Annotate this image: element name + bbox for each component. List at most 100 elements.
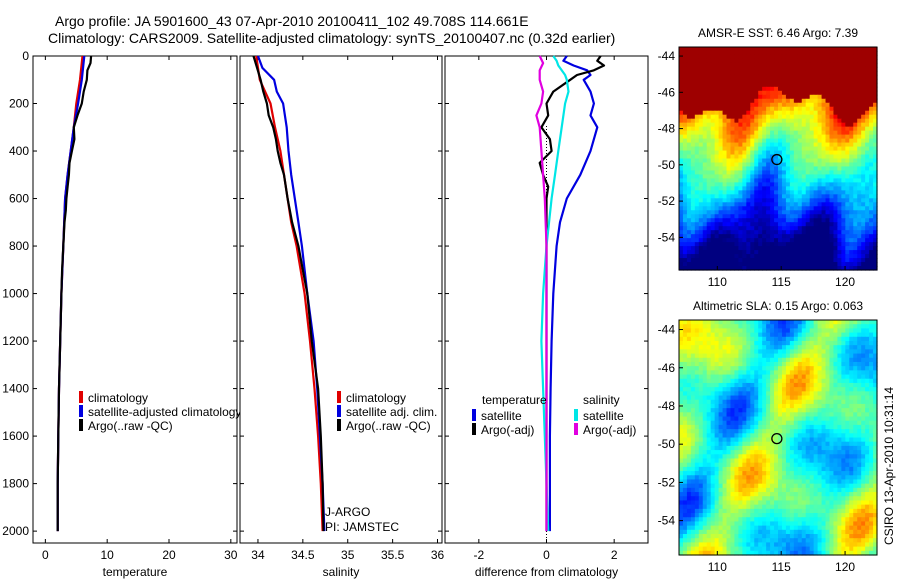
map-cell xyxy=(857,391,862,397)
map-cell xyxy=(694,158,700,164)
map-cell xyxy=(833,214,838,219)
map-cell xyxy=(781,162,787,168)
map-cell xyxy=(793,98,799,104)
map-cell xyxy=(785,47,791,52)
map-cell xyxy=(837,399,842,405)
map-cell xyxy=(770,202,775,207)
map-cell xyxy=(785,429,791,434)
map-cell xyxy=(857,86,862,92)
map-cell xyxy=(706,138,712,144)
map-cell xyxy=(754,466,759,472)
map-cell xyxy=(797,242,803,247)
map-cell xyxy=(722,374,728,380)
map-cell xyxy=(837,437,842,443)
map-cell xyxy=(762,357,767,363)
map-cell xyxy=(742,82,747,88)
map-cell xyxy=(730,387,736,392)
map-cell xyxy=(869,250,874,255)
map-cell xyxy=(785,441,791,447)
map-cell xyxy=(750,150,755,156)
map-cell xyxy=(845,258,850,263)
map-cell xyxy=(766,349,771,355)
map-cell xyxy=(837,370,842,376)
map-cell xyxy=(770,82,775,88)
map-cell xyxy=(742,98,747,104)
map-cell xyxy=(789,98,795,104)
map-cell xyxy=(722,238,728,243)
map-cell xyxy=(694,186,700,191)
map-cell xyxy=(845,242,850,247)
map-cell xyxy=(817,441,823,447)
map-cell xyxy=(714,336,720,342)
map-cell xyxy=(690,94,696,100)
map-cell xyxy=(801,340,807,346)
map-cell xyxy=(722,122,728,128)
map-cell xyxy=(754,214,759,219)
map-cell xyxy=(781,126,787,132)
map-cell xyxy=(781,226,787,231)
map-cell xyxy=(774,475,779,481)
map-cell xyxy=(825,454,831,460)
map-cell xyxy=(698,475,704,481)
map-cell xyxy=(821,258,827,263)
map-cell xyxy=(793,206,799,211)
map-cell xyxy=(746,357,751,363)
map-cell xyxy=(738,399,743,405)
series-line-black xyxy=(252,55,325,532)
map-cell xyxy=(770,78,775,84)
map-cell xyxy=(766,450,771,455)
map-cell xyxy=(718,170,724,176)
map-cell xyxy=(682,433,688,439)
map-cell xyxy=(706,178,712,183)
map-cell xyxy=(682,370,688,376)
map-cell xyxy=(869,403,874,409)
map-cell xyxy=(873,370,878,376)
map-cell xyxy=(694,178,700,183)
map-cell xyxy=(861,154,866,160)
map-cell xyxy=(857,50,862,56)
map-cell xyxy=(793,475,799,481)
map-cell xyxy=(869,479,874,485)
map-cell xyxy=(694,138,700,144)
map-cell xyxy=(690,340,696,346)
map-cell xyxy=(778,47,783,52)
map-cell xyxy=(833,178,838,183)
map-cell xyxy=(710,154,716,160)
map-cell xyxy=(813,182,819,187)
map-cell xyxy=(694,102,700,108)
map-cell xyxy=(718,361,724,367)
map-cell xyxy=(730,416,736,422)
map-cell xyxy=(714,214,720,219)
map-cell xyxy=(833,416,838,422)
map-cell xyxy=(849,479,854,485)
map-cell xyxy=(869,190,874,195)
map-cell xyxy=(746,50,751,56)
map-cell xyxy=(742,47,747,52)
map-cell xyxy=(774,74,779,80)
map-cell xyxy=(821,82,827,88)
map-cell xyxy=(738,429,743,434)
map-cell xyxy=(710,340,716,346)
map-cell xyxy=(734,106,739,112)
map-cell xyxy=(813,420,819,426)
map-cell xyxy=(722,106,728,112)
map-cell xyxy=(682,154,688,160)
map-cell xyxy=(742,138,747,144)
map-cell xyxy=(825,479,831,485)
map-cell xyxy=(805,483,811,489)
map-cell xyxy=(845,483,850,489)
map-cell xyxy=(849,357,854,363)
map-cell xyxy=(841,238,846,243)
map-cell xyxy=(762,190,767,195)
map-cell xyxy=(694,134,700,140)
map-cell xyxy=(702,222,708,227)
map-cell xyxy=(738,420,743,426)
map-cell xyxy=(873,242,878,247)
map-cell xyxy=(781,142,787,148)
map-cell xyxy=(849,126,854,132)
map-cell xyxy=(833,353,838,359)
map-cell xyxy=(754,412,759,418)
map-cell xyxy=(750,47,755,52)
map-cell xyxy=(817,332,823,338)
map-cell xyxy=(829,403,835,409)
